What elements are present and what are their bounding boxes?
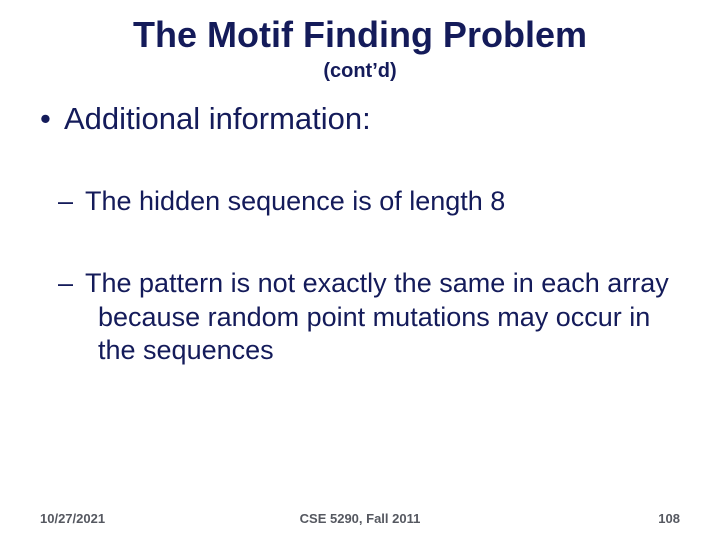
slide-subtitle: (cont’d) — [0, 60, 720, 83]
bullet-text: The hidden sequence is of length 8 — [85, 186, 505, 216]
footer-page-number: 108 — [658, 511, 680, 526]
bullet-text: Additional information: — [64, 101, 371, 136]
footer-course: CSE 5290, Fall 2011 — [40, 511, 680, 526]
slide-title: The Motif Finding Problem — [0, 14, 720, 56]
slide-body: •Additional information: – The hidden se… — [40, 100, 680, 368]
bullet-level2: – The hidden sequence is of length 8 — [78, 185, 680, 219]
bullet-level2: – The pattern is not exactly the same in… — [78, 267, 680, 368]
bullet-text: The pattern is not exactly the same in e… — [85, 268, 669, 366]
slide: The Motif Finding Problem (cont’d) •Addi… — [0, 0, 720, 540]
bullet-marker: • — [40, 100, 64, 137]
bullet-level1: •Additional information: — [40, 100, 680, 137]
